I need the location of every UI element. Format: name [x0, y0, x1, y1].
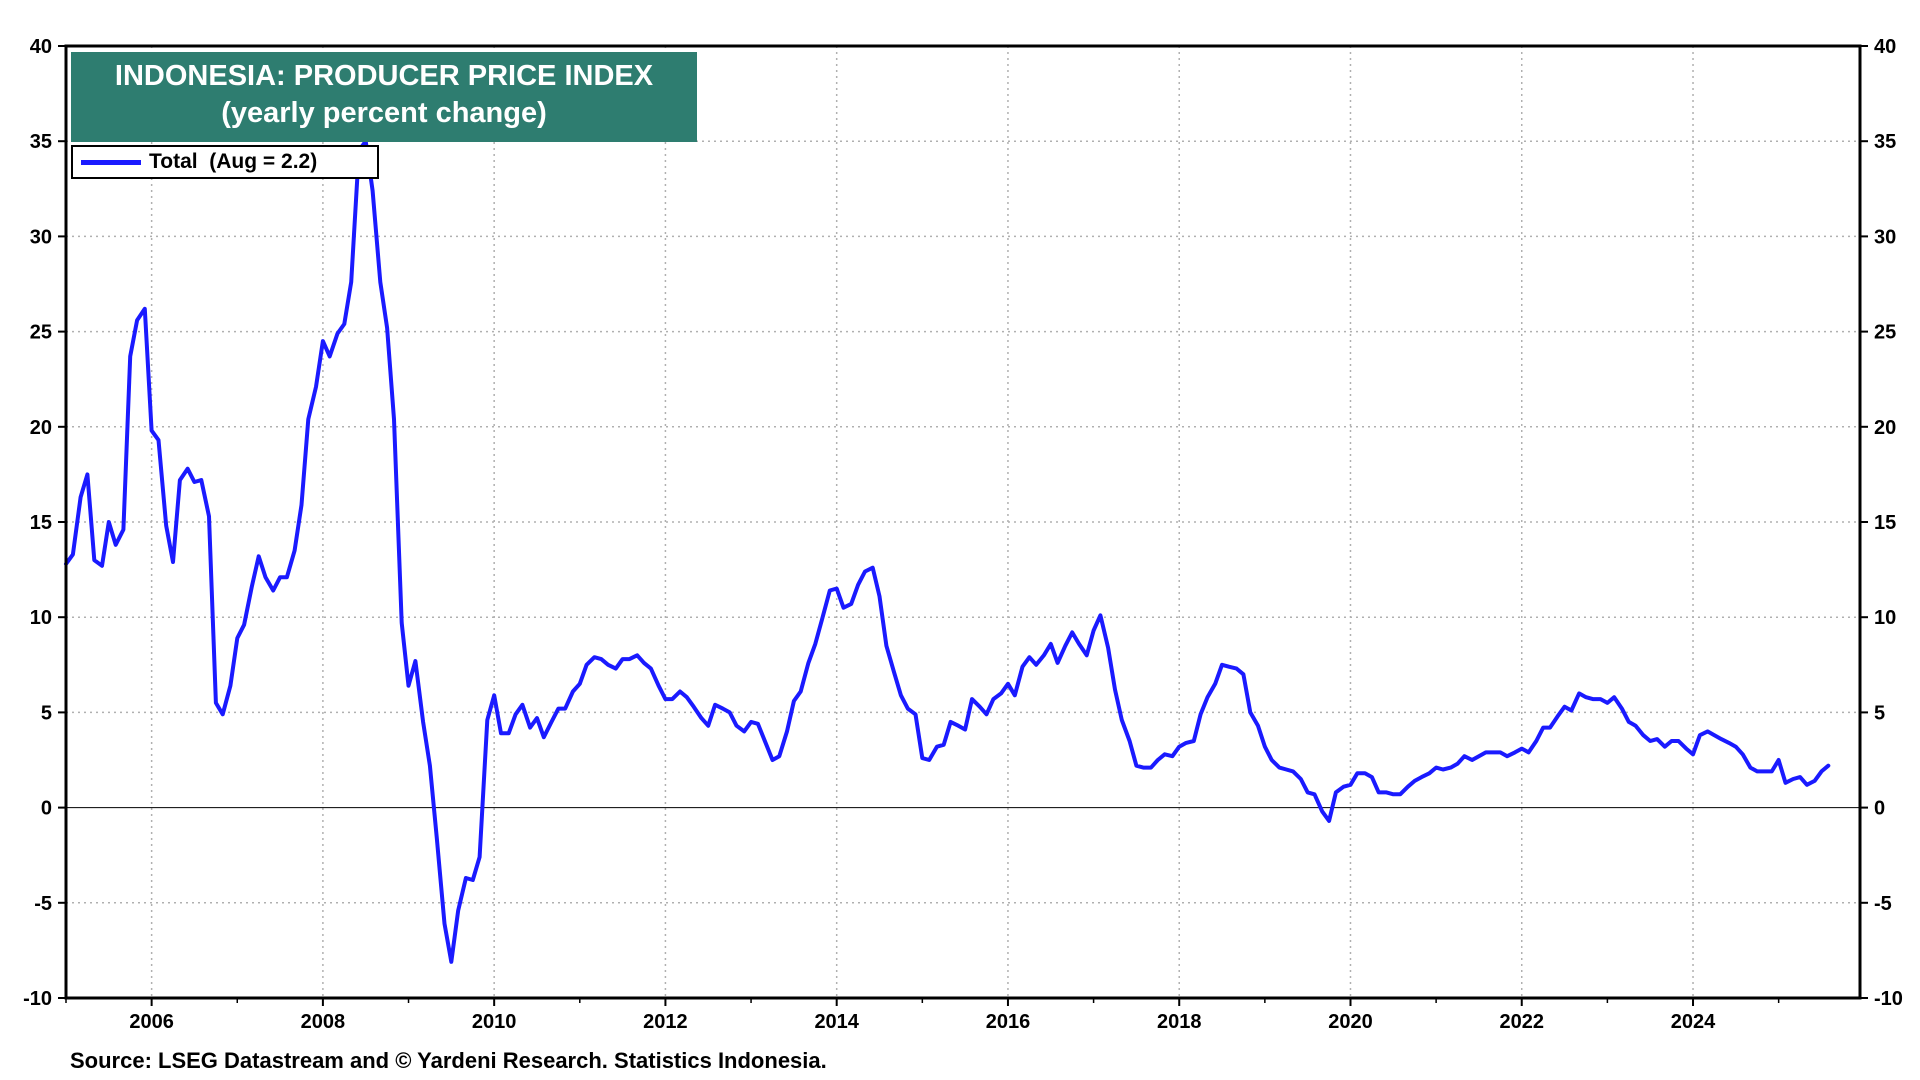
y-tick-label-left: 40	[30, 36, 52, 58]
y-axis-left-labels: -10 -5 0 5 10 15 20 25 30 35 40	[23, 36, 52, 1010]
x-tick-label: 2022	[1500, 1011, 1545, 1033]
y-tick-label-left: 0	[41, 798, 52, 820]
chart-title-box: INDONESIA: PRODUCER PRICE INDEX (yearly …	[71, 52, 697, 142]
x-tick-label: 2008	[301, 1011, 346, 1033]
series-line-total	[64, 139, 1831, 964]
x-tick-label: 2010	[472, 1011, 517, 1033]
y-tick-label-left: 30	[30, 226, 52, 248]
legend-label-total: Total (Aug = 2.2)	[149, 150, 318, 173]
y-tick-label-right: 20	[1874, 417, 1896, 439]
y-axis-right-labels: -10 -5 0 5 10 15 20 25 30 35 40	[1874, 36, 1903, 1010]
chart-title: INDONESIA: PRODUCER PRICE INDEX	[114, 60, 654, 92]
y-tick-label-right: -10	[1874, 988, 1903, 1010]
x-tick-label: 2012	[643, 1011, 688, 1033]
y-tick-label-left: -10	[23, 988, 52, 1010]
y-tick-label-right: -5	[1874, 893, 1892, 915]
x-axis-labels: 2006 2008 2010 2012 2014 2016 2018 2020 2022 2024	[129, 1011, 1716, 1033]
y-tick-label-right: 5	[1874, 702, 1885, 724]
legend: Total (Aug = 2.2)	[71, 145, 379, 179]
series-layer	[64, 139, 1831, 964]
y-tick-label-left: 25	[30, 322, 52, 344]
y-tick-label-left: 5	[41, 702, 52, 724]
legend-swatch-total	[81, 160, 141, 165]
y-tick-label-right: 10	[1874, 607, 1896, 629]
grid-lines	[66, 46, 1860, 998]
y-tick-label-right: 25	[1874, 322, 1896, 344]
x-tick-label: 2016	[986, 1011, 1031, 1033]
y-tick-label-right: 40	[1874, 36, 1896, 58]
x-tick-label: 2014	[814, 1011, 859, 1033]
x-tick-label: 2020	[1328, 1011, 1373, 1033]
y-tick-label-left: 20	[30, 417, 52, 439]
tick-marks	[58, 45, 1868, 1006]
y-tick-label-right: 0	[1874, 798, 1885, 820]
chart-subtitle: (yearly percent change)	[221, 97, 547, 129]
source-note: Source: LSEG Datastream and © Yardeni Re…	[70, 1048, 827, 1073]
y-tick-label-right: 30	[1874, 226, 1896, 248]
x-tick-label: 2024	[1671, 1011, 1716, 1033]
x-tick-label: 2006	[129, 1011, 174, 1033]
y-tick-label-left: 35	[30, 131, 52, 153]
y-tick-label-right: 35	[1874, 131, 1896, 153]
x-tick-label: 2018	[1157, 1011, 1202, 1033]
y-tick-label-left: 10	[30, 607, 52, 629]
y-tick-label-left: -5	[34, 893, 52, 915]
y-tick-label-right: 15	[1874, 512, 1896, 534]
y-tick-label-left: 15	[30, 512, 52, 534]
